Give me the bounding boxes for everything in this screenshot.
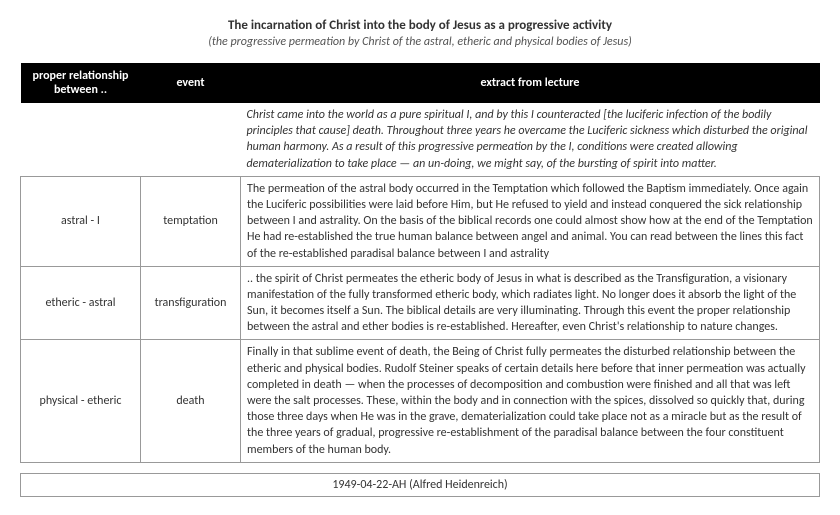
col-header-rel: proper relationship between .. (21, 63, 141, 103)
cell-extract: The permeation of the astral body occurr… (241, 176, 820, 266)
cell-rel: physical - etheric (21, 340, 141, 462)
col-header-extract: extract from lecture (241, 63, 820, 103)
intro-text: Christ came into the world as a pure spi… (241, 103, 820, 176)
table-row: astral - I temptation The permeation of … (21, 176, 820, 266)
cell-extract: .. the spirit of Christ permeates the et… (241, 266, 820, 340)
col-header-event: event (141, 63, 241, 103)
main-table: proper relationship between .. event ext… (20, 63, 820, 463)
cell-event: temptation (141, 176, 241, 266)
footer-citation: 1949-04-22-AH (Alfred Heidenreich) (20, 473, 820, 497)
cell-event: transfiguration (141, 266, 241, 340)
cell-rel: astral - I (21, 176, 141, 266)
page-subtitle: (the progressive permeation by Christ of… (20, 35, 820, 49)
cell-extract: Finally in that sublime event of death, … (241, 340, 820, 462)
cell-rel: etheric - astral (21, 266, 141, 340)
table-row: etheric - astral transfiguration .. the … (21, 266, 820, 340)
table-row: physical - etheric death Finally in that… (21, 340, 820, 462)
page-title: The incarnation of Christ into the body … (20, 18, 820, 33)
intro-row: Christ came into the world as a pure spi… (21, 103, 820, 176)
cell-event: death (141, 340, 241, 462)
table-header: proper relationship between .. event ext… (21, 63, 820, 103)
